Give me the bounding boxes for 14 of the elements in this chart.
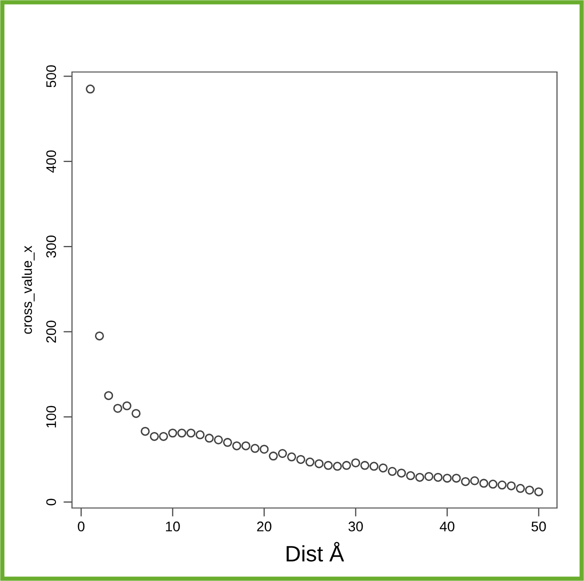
y-tick-label: 200 [46,320,56,343]
x-tick-label: 50 [532,522,546,532]
x-tick-label: 10 [166,522,180,532]
x-tick-label: 30 [348,522,363,532]
x-axis-title: Dist Å [286,542,344,562]
y-tick-label: 400 [46,150,56,173]
y-tick-label: 0 [46,498,56,506]
x-tick-label: 0 [78,522,84,532]
y-tick-label: 500 [46,65,56,88]
x-tick-label: 20 [257,522,272,532]
y-axis-title: cross_value_x [22,246,35,334]
y-tick-label: 100 [46,406,56,428]
y-tick-label: 300 [46,236,56,258]
x-tick-label: 40 [440,522,454,532]
